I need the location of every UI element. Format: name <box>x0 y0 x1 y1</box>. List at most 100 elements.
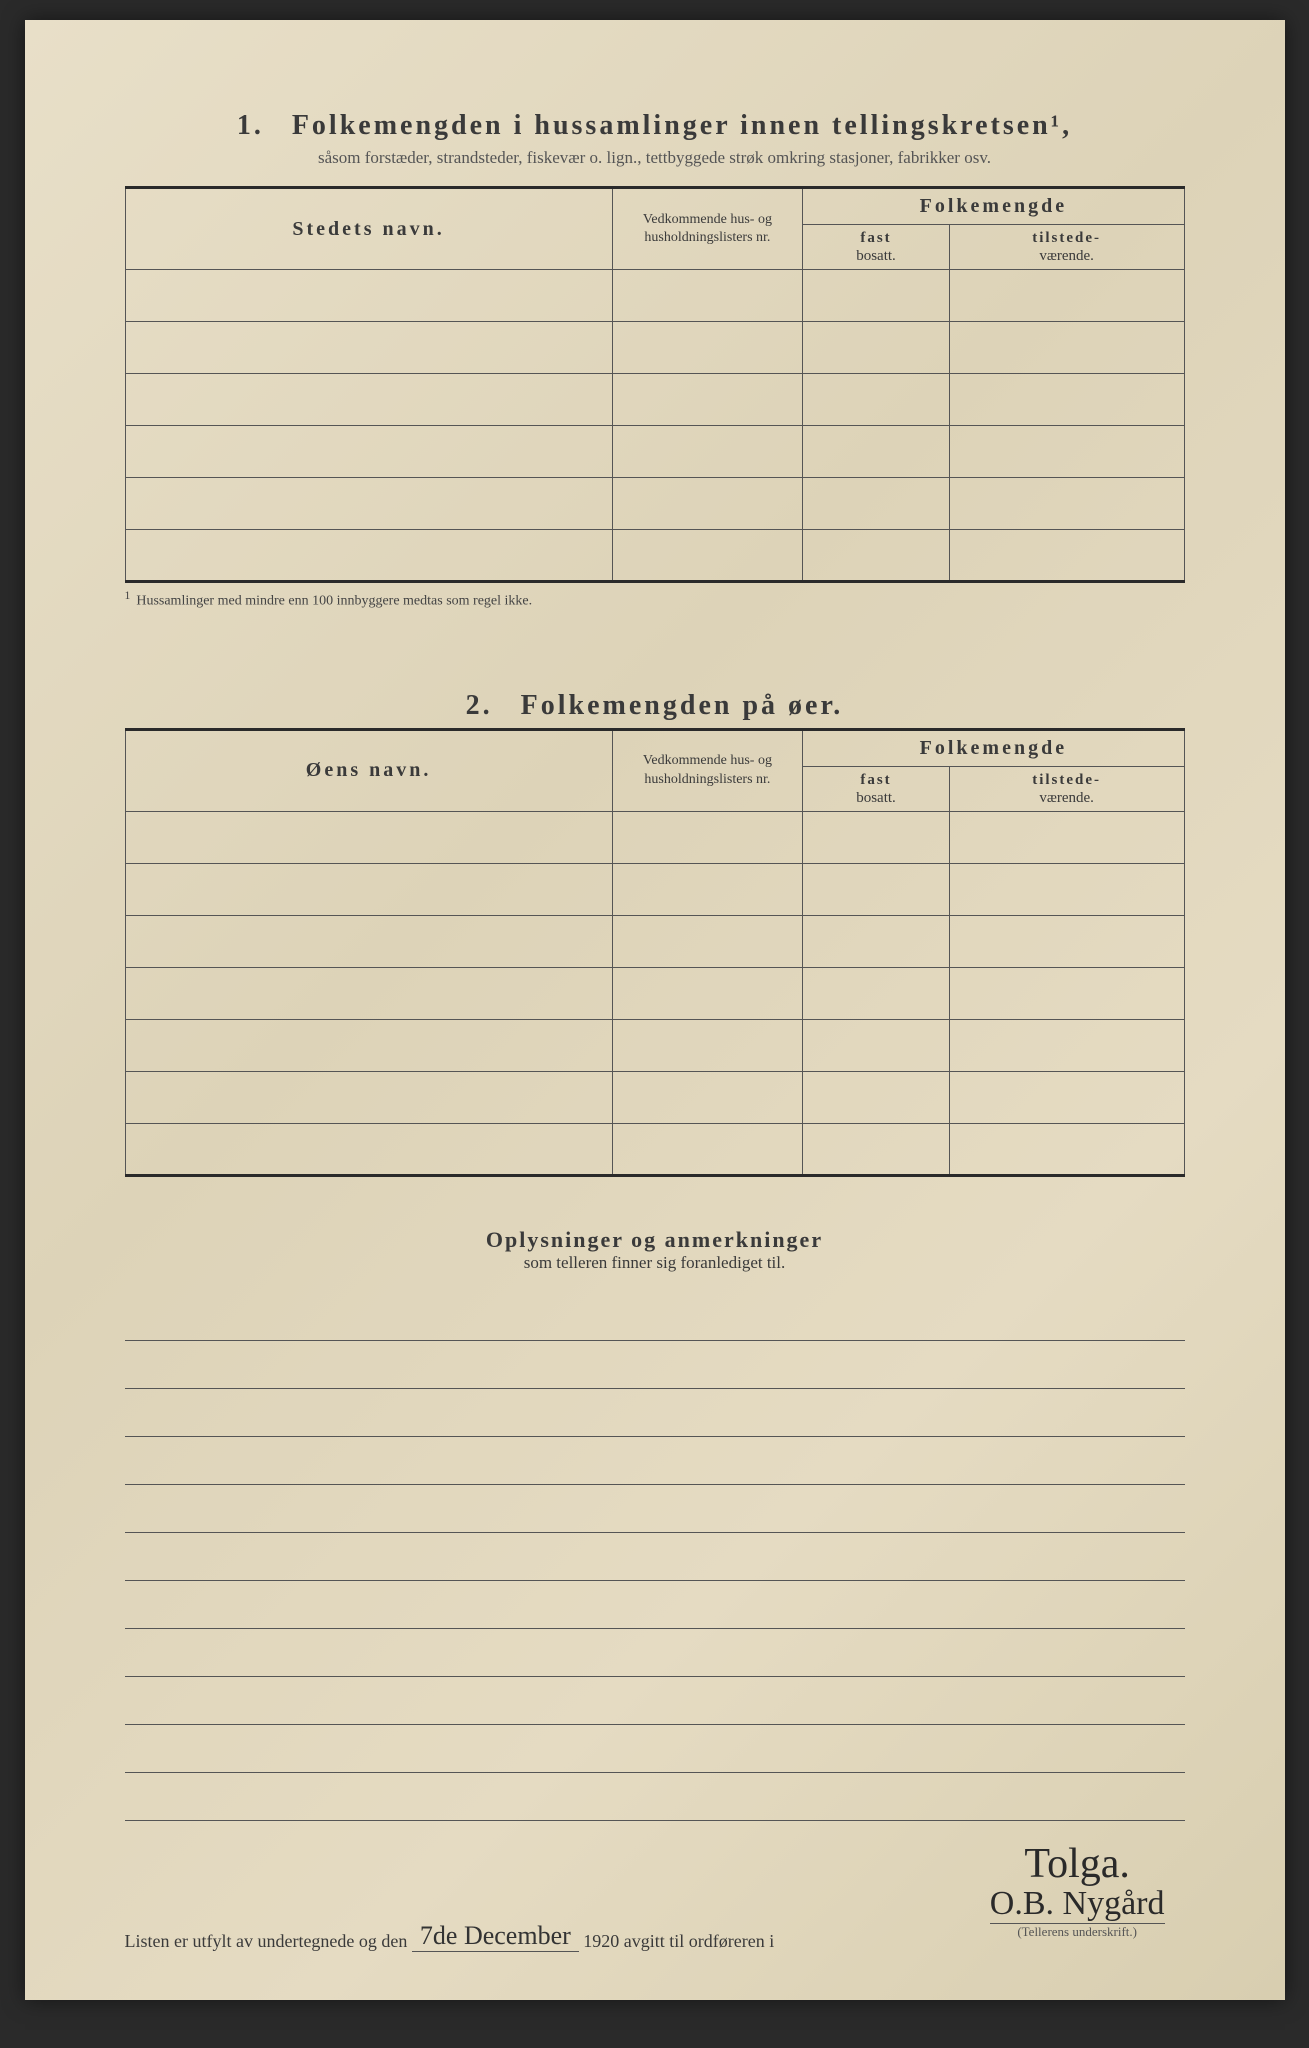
table-cell <box>125 811 612 863</box>
table-cell <box>803 1019 950 1071</box>
signature-handwritten: O.B. Nygård <box>990 1885 1165 1924</box>
col-tilstede2: tilstede- værende. <box>949 766 1184 811</box>
ruled-line <box>125 1629 1185 1677</box>
table-cell <box>803 270 950 322</box>
table-cell <box>949 863 1184 915</box>
table-cell <box>612 426 803 478</box>
table-cell <box>803 478 950 530</box>
col-fast2: fast bosatt. <box>803 766 950 811</box>
table-cell <box>125 1071 612 1123</box>
section1-table: Stedets navn. Vedkommende hus- og hushol… <box>125 186 1185 583</box>
table-cell <box>612 478 803 530</box>
section3-subtitle: som telleren finner sig foranlediget til… <box>125 1253 1185 1273</box>
ruled-line <box>125 1437 1185 1485</box>
table-row <box>125 967 1184 1019</box>
table-cell <box>125 915 612 967</box>
ruled-line <box>125 1341 1185 1389</box>
place-handwritten: Tolga. <box>990 1843 1165 1885</box>
table-cell <box>125 426 612 478</box>
table-cell <box>125 322 612 374</box>
table-cell <box>949 967 1184 1019</box>
table-cell <box>125 478 612 530</box>
table-cell <box>803 426 950 478</box>
table-row <box>125 322 1184 374</box>
table-cell <box>803 915 950 967</box>
table-cell <box>803 967 950 1019</box>
footer-date: 7de December <box>412 1921 579 1952</box>
table-cell <box>803 322 950 374</box>
section2-title-text: Folkemengden på øer. <box>521 690 844 721</box>
section3-title: Oplysninger og anmerkninger <box>125 1227 1185 1253</box>
table-cell <box>949 1071 1184 1123</box>
col-oens-navn: Øens navn. <box>125 729 612 811</box>
table-cell <box>949 811 1184 863</box>
table-cell <box>612 915 803 967</box>
remarks-lines <box>125 1293 1185 1821</box>
table-cell <box>612 1123 803 1175</box>
footer-prefix: Listen er utfylt av undertegnede og den <box>125 1931 408 1952</box>
table-cell <box>612 863 803 915</box>
col-fast: fast bosatt. <box>803 225 950 270</box>
table-cell <box>125 270 612 322</box>
table-cell <box>125 530 612 582</box>
table-cell <box>803 530 950 582</box>
section1-body <box>125 270 1184 582</box>
ruled-line <box>125 1725 1185 1773</box>
table-cell <box>612 270 803 322</box>
table-cell <box>803 374 950 426</box>
table-cell <box>949 1123 1184 1175</box>
table-row <box>125 374 1184 426</box>
table-cell <box>612 374 803 426</box>
col-stedets-navn: Stedets navn. <box>125 188 612 270</box>
table-cell <box>125 863 612 915</box>
table-cell <box>803 811 950 863</box>
col-tilstede: tilstede- værende. <box>949 225 1184 270</box>
ruled-line <box>125 1773 1185 1821</box>
table-cell <box>949 270 1184 322</box>
col-folkemengde: Folkemengde <box>803 188 1184 225</box>
footer-year: 1920 <box>583 1931 619 1952</box>
table-cell <box>803 1071 950 1123</box>
ruled-line <box>125 1581 1185 1629</box>
signature-caption: (Tellerens underskrift.) <box>990 1924 1165 1940</box>
table-cell <box>612 811 803 863</box>
section1-number: 1. <box>237 110 264 141</box>
table-row <box>125 478 1184 530</box>
section2-title: 2. Folkemengden på øer. <box>125 690 1185 722</box>
table-cell <box>125 1123 612 1175</box>
footer-mid: avgitt til ordføreren i <box>624 1931 774 1952</box>
col-lists: Vedkommende hus- og husholdningslisters … <box>612 188 803 270</box>
ruled-line <box>125 1677 1185 1725</box>
table-cell <box>803 863 950 915</box>
section2-table: Øens navn. Vedkommende hus- og husholdni… <box>125 728 1185 1177</box>
section1-footnote: 1Hussamlinger med mindre enn 100 innbygg… <box>125 589 1185 610</box>
table-cell <box>949 915 1184 967</box>
table-row <box>125 270 1184 322</box>
table-cell <box>949 426 1184 478</box>
ruled-line <box>125 1533 1185 1581</box>
section1-title-text: Folkemengden i hussamlinger innen tellin… <box>292 110 1072 141</box>
table-cell <box>949 478 1184 530</box>
table-cell <box>125 374 612 426</box>
table-cell <box>949 374 1184 426</box>
table-cell <box>125 967 612 1019</box>
ruled-line <box>125 1389 1185 1437</box>
table-cell <box>949 1019 1184 1071</box>
col-lists2: Vedkommende hus- og husholdningslisters … <box>612 729 803 811</box>
section2-number: 2. <box>466 690 493 721</box>
table-row <box>125 426 1184 478</box>
table-row <box>125 863 1184 915</box>
table-cell <box>612 1019 803 1071</box>
table-cell <box>612 322 803 374</box>
table-cell <box>949 322 1184 374</box>
table-cell <box>125 1019 612 1071</box>
table-cell <box>612 530 803 582</box>
table-row <box>125 1123 1184 1175</box>
table-cell <box>803 1123 950 1175</box>
table-cell <box>612 1071 803 1123</box>
ruled-line <box>125 1485 1185 1533</box>
section2-body <box>125 811 1184 1175</box>
section1-title: 1. Folkemengden i hussamlinger innen tel… <box>125 110 1185 142</box>
section1-subtitle: såsom forstæder, strandsteder, fiskevær … <box>125 148 1185 168</box>
col-folkemengde2: Folkemengde <box>803 729 1184 766</box>
